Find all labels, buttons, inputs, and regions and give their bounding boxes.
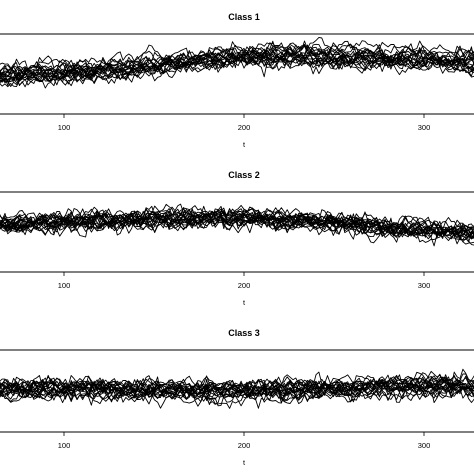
panel-3: Class 3 100 200 300 t <box>0 328 474 467</box>
panel-2: Class 2 100 200 300 t <box>0 170 474 307</box>
series-group <box>0 203 474 247</box>
series-group <box>0 368 474 409</box>
series-line <box>0 213 474 245</box>
x-tick-label: 200 <box>238 441 251 450</box>
x-tick-label: 300 <box>418 123 431 132</box>
series-line <box>0 53 474 83</box>
panel-title: Class 2 <box>228 170 260 180</box>
series-line <box>0 210 474 239</box>
x-tick-label: 100 <box>58 281 71 290</box>
x-tick-label: 300 <box>418 441 431 450</box>
series-line <box>0 374 474 402</box>
series-line <box>0 212 474 245</box>
x-tick-label: 100 <box>58 441 71 450</box>
series-line <box>0 368 474 392</box>
x-tick-label: 200 <box>238 281 251 290</box>
x-axis-label: t <box>243 458 246 467</box>
panel-1: Class 1 100 200 300 t <box>0 12 474 149</box>
series-line <box>0 55 474 88</box>
series-line <box>0 384 474 407</box>
panel-title: Class 1 <box>228 12 260 22</box>
series-line <box>0 41 474 76</box>
series-line <box>0 48 474 83</box>
series-line <box>0 208 474 236</box>
series-line <box>0 377 474 403</box>
x-axis-label: t <box>243 140 246 149</box>
series-line <box>0 375 474 398</box>
series-line <box>0 43 474 81</box>
series-line <box>0 375 474 397</box>
series-line <box>0 203 474 237</box>
series-line <box>0 49 474 79</box>
x-tick-label: 100 <box>58 123 71 132</box>
x-tick-label: 200 <box>238 123 251 132</box>
series-group <box>0 36 474 89</box>
series-line <box>0 56 474 89</box>
x-tick-label: 300 <box>418 281 431 290</box>
series-line <box>0 211 474 240</box>
panel-title: Class 3 <box>228 328 260 338</box>
series-line <box>0 50 474 83</box>
x-axis-label: t <box>243 298 246 307</box>
